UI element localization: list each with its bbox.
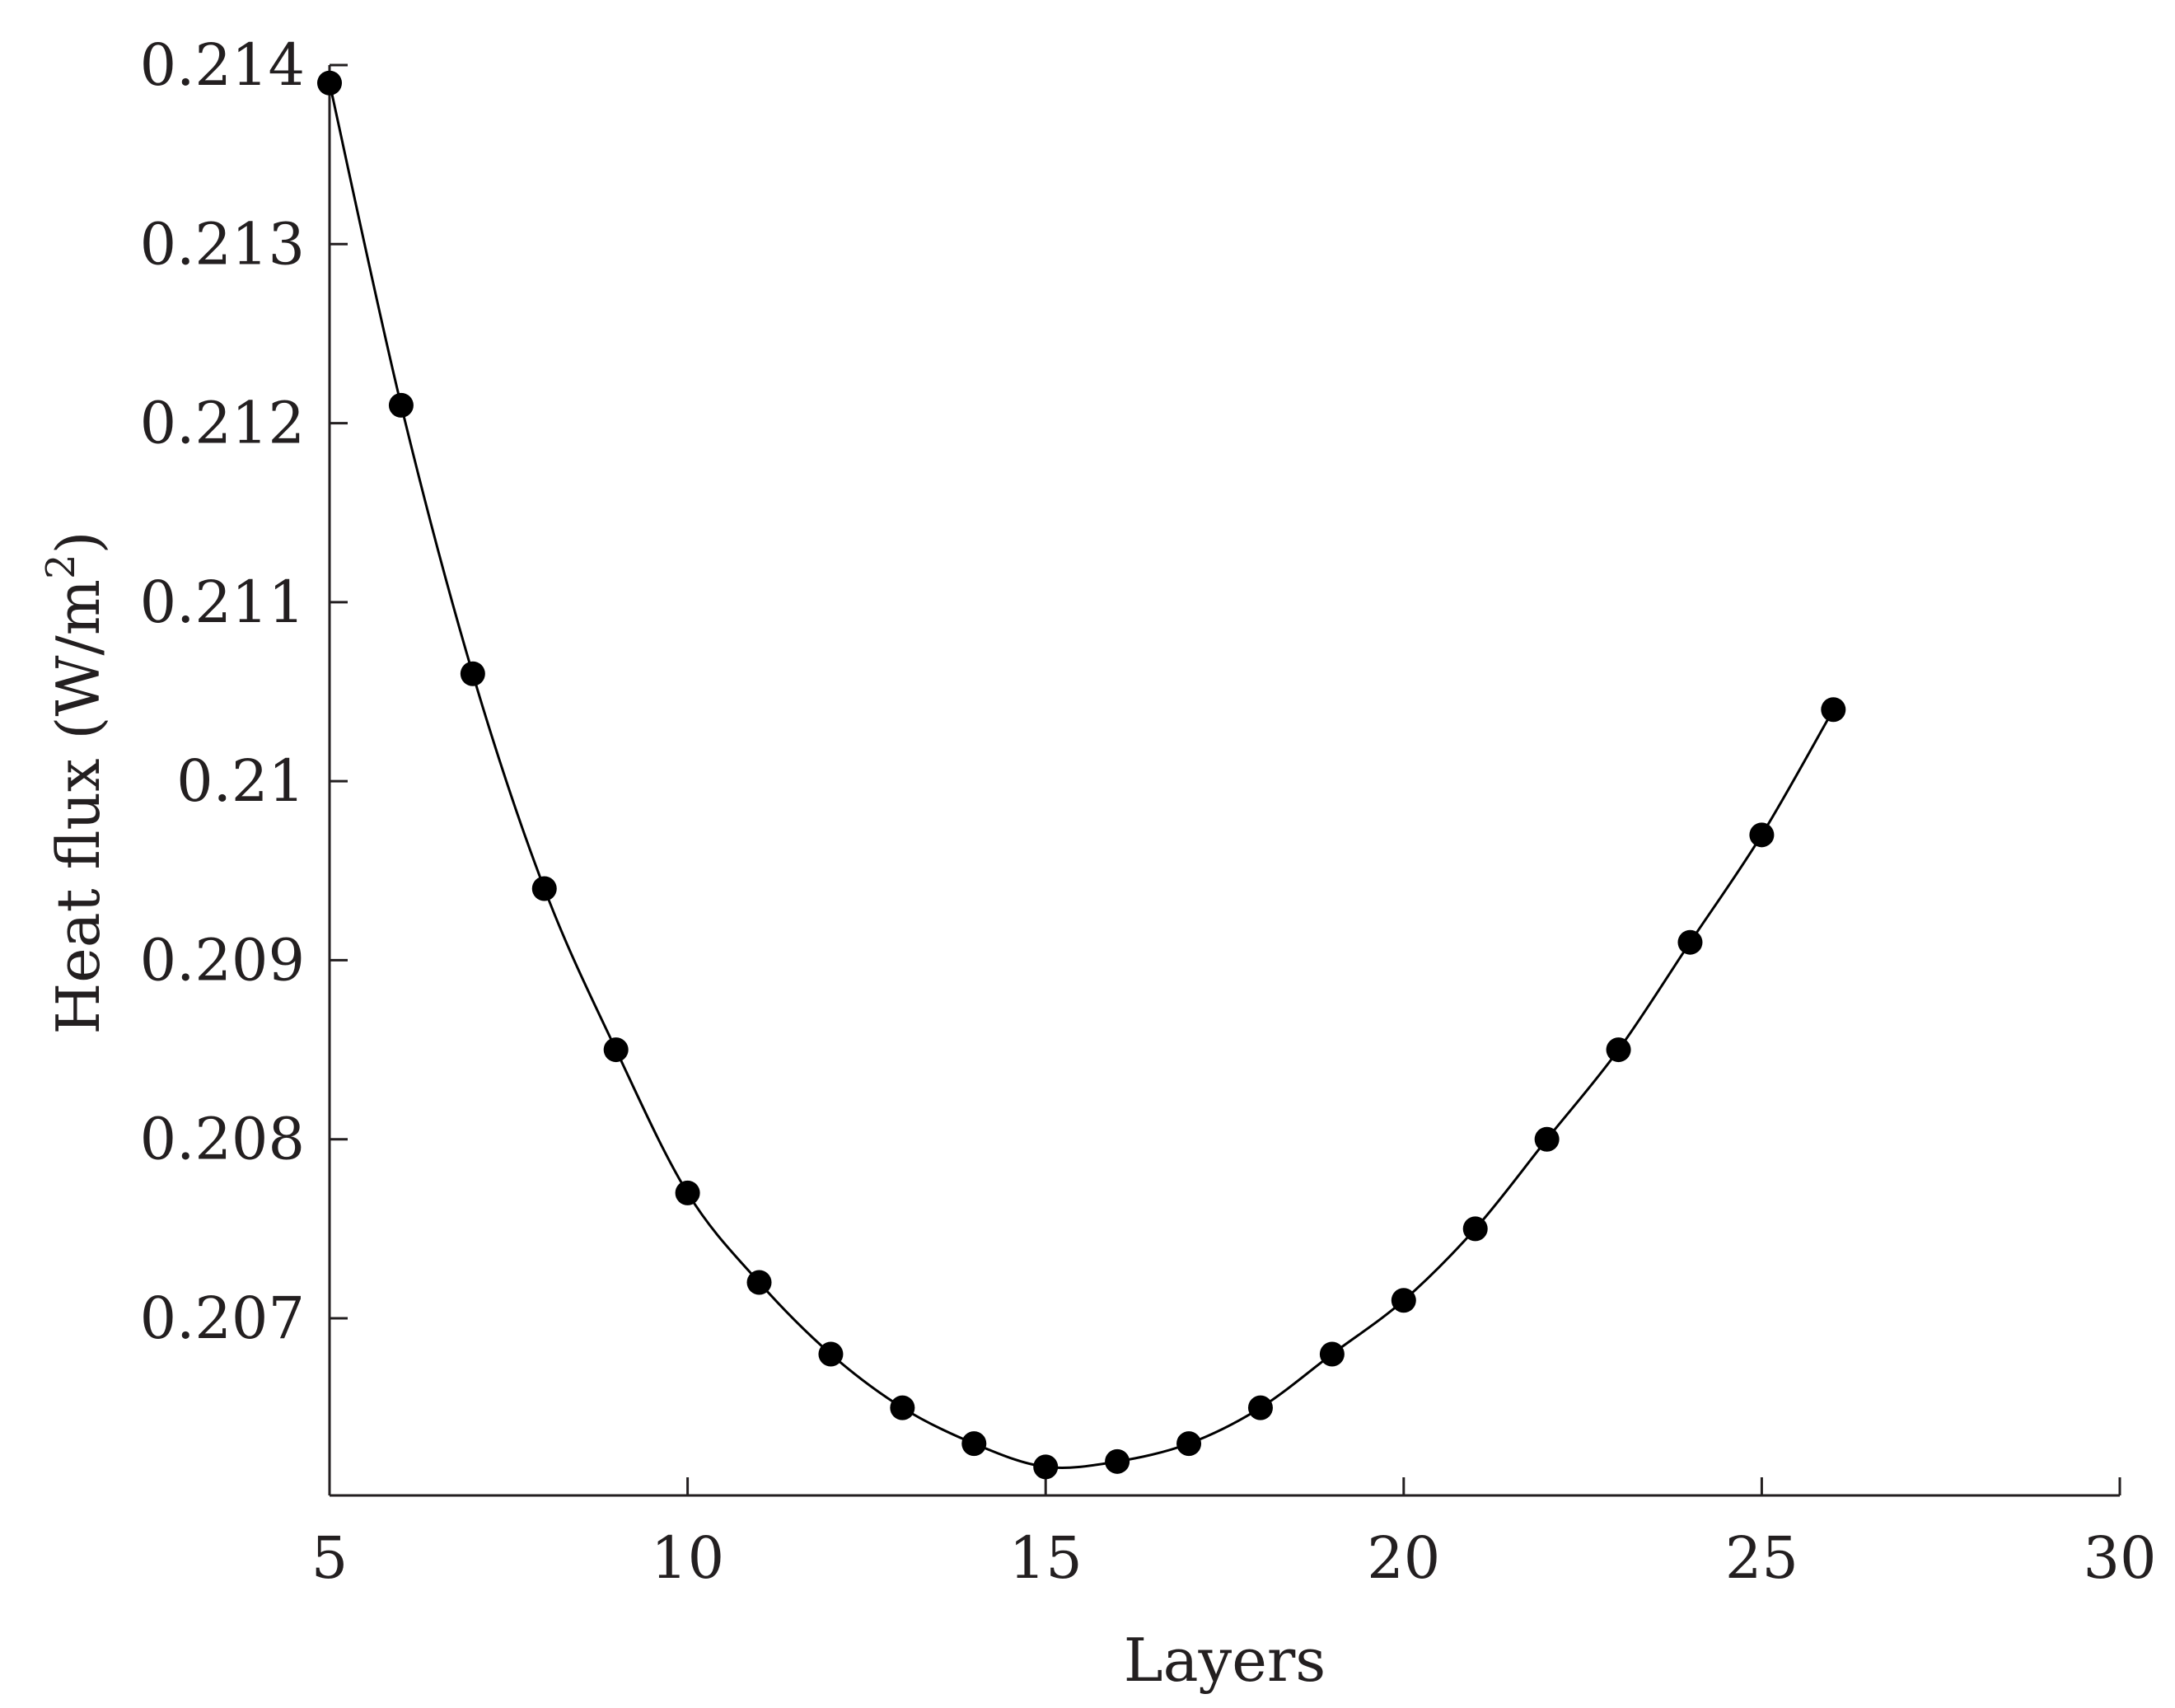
data-point — [1247, 1395, 1273, 1420]
data-point — [1821, 697, 1846, 723]
y-axis-title-superscript: 2 — [38, 554, 84, 579]
data-point — [317, 70, 342, 96]
axes — [328, 65, 2120, 1497]
data-point — [961, 1431, 987, 1457]
y-tick-label: 0.207 — [140, 1285, 305, 1352]
y-axis-title-main: Heat flux (W/m — [44, 579, 113, 1035]
y-tick-label: 0.212 — [140, 390, 305, 457]
data-point — [1319, 1341, 1345, 1367]
data-point — [388, 392, 414, 418]
data-point — [1677, 929, 1703, 955]
data-point — [890, 1395, 915, 1420]
y-tick-label: 0.213 — [140, 210, 305, 278]
x-tick-label: 25 — [1725, 1524, 1798, 1592]
x-tick-label: 5 — [311, 1524, 348, 1592]
x-axis-title: Layers — [1124, 1626, 1326, 1695]
data-point — [1462, 1216, 1488, 1242]
x-tick-label: 20 — [1367, 1524, 1440, 1592]
data-point — [746, 1270, 772, 1295]
data-point — [675, 1180, 700, 1205]
y-tick-label: 0.214 — [140, 31, 305, 99]
data-point — [1749, 822, 1775, 848]
series-line — [328, 82, 1835, 1469]
x-tick-label: 15 — [1009, 1524, 1083, 1592]
data-point — [1534, 1126, 1560, 1152]
y-tick-label: 0.21 — [176, 747, 305, 815]
x-tick-label: 30 — [2083, 1524, 2156, 1592]
y-tick-label: 0.208 — [140, 1106, 305, 1173]
y-ticks: 0.207 0.208 0.209 0.21 0.211 0.212 0.213 0.214 — [140, 31, 348, 1352]
data-point — [1391, 1288, 1416, 1313]
x-tick-label: 10 — [651, 1524, 724, 1592]
data-point — [603, 1037, 629, 1063]
data-point — [1105, 1448, 1130, 1474]
series — [317, 70, 1846, 1480]
y-tick-label: 0.209 — [140, 926, 305, 994]
y-axis-title-close: ) — [44, 531, 113, 554]
data-point — [531, 876, 557, 901]
x-ticks: 5 10 15 20 25 30 — [311, 1477, 2157, 1592]
y-axis-title: Heat flux (W/m2) — [38, 531, 113, 1034]
data-point — [818, 1341, 844, 1367]
data-point — [460, 661, 485, 686]
data-point — [1033, 1454, 1059, 1480]
data-point — [1606, 1037, 1631, 1063]
data-point — [1176, 1431, 1202, 1457]
y-tick-label: 0.211 — [140, 569, 305, 636]
